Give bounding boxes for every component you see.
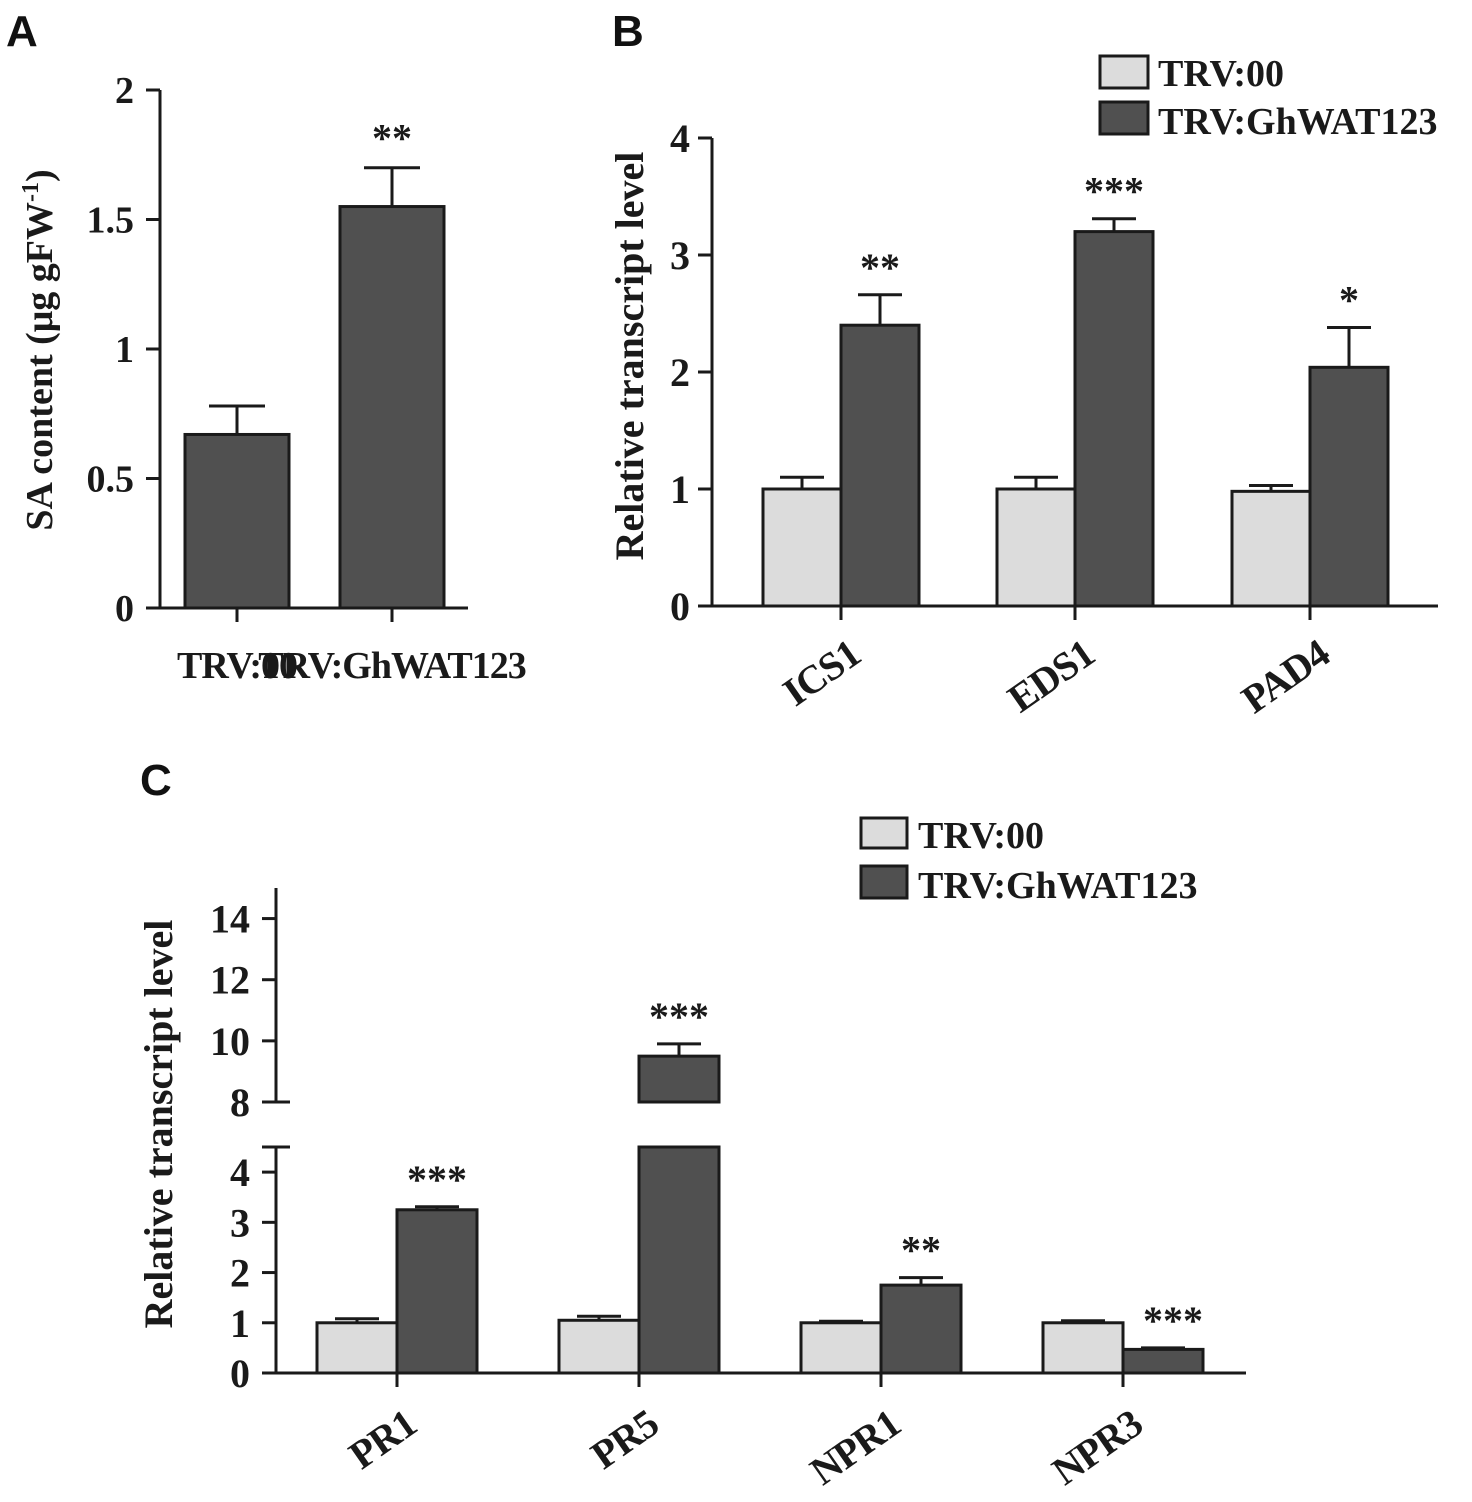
axis-break-gap	[636, 1104, 722, 1145]
significance-label: ***	[1143, 1298, 1203, 1343]
significance-label: **	[860, 245, 900, 290]
legend-swatch-control	[859, 816, 909, 850]
x-tick-label: NPR3	[1044, 1401, 1150, 1494]
error-bar	[1014, 475, 1058, 489]
significance-label: **	[372, 116, 412, 161]
y-tick-label: 10	[210, 1019, 250, 1064]
bar-trv00	[183, 432, 291, 610]
y-tick-label: 4	[670, 116, 690, 161]
panel-c-ylabel: Relative transcript level	[136, 920, 181, 1329]
panel-c-legend: TRV:00 TRV:GhWAT123	[859, 815, 1198, 907]
y-tick-label: 8	[230, 1080, 250, 1125]
panel-a: A SA content (μg gFW-1) 0 0.5 1 1.5 2 ** TRV…	[6, 7, 527, 687]
panel-b-legend: TRV:00 TRV:GhWAT123	[1098, 53, 1438, 143]
x-tick-label: PAD4	[1233, 630, 1338, 722]
bar-npr1-trv00	[799, 1321, 883, 1375]
x-tick-label: PR5	[583, 1401, 666, 1478]
bar-pad4-trv00	[1230, 489, 1312, 608]
y-tick-label: 4	[230, 1150, 250, 1195]
y-tick-label: 12	[210, 958, 250, 1003]
y-tick-label: 3	[230, 1200, 250, 1245]
bar-pr1-trv00	[315, 1321, 399, 1375]
significance-label: ***	[1084, 169, 1144, 214]
bar-pr5-trv00	[557, 1318, 641, 1375]
bar-ics1-trv00	[761, 487, 843, 608]
y-tick-label: 0	[115, 588, 134, 630]
bar-pad4-trv-ghwat123	[1308, 365, 1390, 608]
legend-label-treatment: TRV:GhWAT123	[1158, 101, 1438, 143]
y-tick-label: 2	[230, 1251, 250, 1296]
y-tick-label: 3	[670, 233, 690, 278]
bar-trv-ghwat123	[338, 205, 446, 610]
error-bar	[209, 404, 265, 435]
y-tick-label: 14	[210, 897, 250, 942]
x-tick-label: ICS1	[775, 631, 869, 715]
y-tick-label: 1.5	[87, 200, 135, 242]
y-tick-label: 1	[115, 329, 134, 371]
x-tick-label: PR1	[341, 1401, 424, 1478]
legend-label-control: TRV:00	[1158, 53, 1284, 95]
bar-pr5-trv-ghwat123-lower	[637, 1145, 721, 1375]
y-tick-label: 0	[230, 1351, 250, 1396]
legend-label-control: TRV:00	[918, 815, 1044, 857]
bar-npr3-trv-ghwat123	[1121, 1347, 1205, 1375]
x-tick-label: TRV:00	[177, 645, 297, 687]
bar-ics1-trv-ghwat123	[839, 323, 921, 608]
panel-b-label: B	[612, 7, 644, 56]
error-bar	[858, 293, 902, 326]
significance-label: ***	[407, 1157, 467, 1202]
y-tick-label: 0.5	[87, 459, 135, 501]
significance-label: *	[1339, 278, 1359, 323]
panel-a-ylabel: SA content (μg gFW-1)	[18, 169, 61, 530]
panel-c-label: C	[140, 756, 172, 805]
error-bar	[780, 475, 824, 489]
y-tick-label: 0	[670, 584, 690, 629]
bar-npr1-trv-ghwat123	[879, 1283, 963, 1375]
y-tick-label: 1	[230, 1301, 250, 1346]
bar-eds1-trv-ghwat123	[1073, 230, 1155, 608]
y-tick-label: 1	[670, 467, 690, 512]
x-tick-label: NPR1	[802, 1401, 908, 1494]
x-tick-label: TRV:GhWAT123	[258, 645, 526, 687]
legend-swatch-treatment	[859, 864, 909, 900]
y-tick-label: 2	[115, 70, 134, 112]
x-tick-label: EDS1	[1000, 631, 1103, 722]
error-bar	[1092, 217, 1136, 232]
bar-eds1-trv00	[995, 487, 1077, 608]
legend-swatch-treatment	[1098, 100, 1150, 136]
y-tick-label: 2	[670, 350, 690, 395]
error-bar	[364, 166, 420, 207]
error-bar	[657, 1042, 701, 1057]
panel-a-label: A	[6, 7, 38, 56]
panel-b-ylabel: Relative transcript level	[607, 152, 652, 561]
bar-pr1-trv-ghwat123	[395, 1208, 479, 1375]
significance-label: **	[901, 1228, 941, 1273]
significance-label: ***	[649, 994, 709, 1039]
bar-npr3-trv00	[1041, 1321, 1125, 1375]
legend-swatch-control	[1098, 54, 1150, 90]
panel-c: C Relative transcript level 012348101214…	[136, 756, 1246, 1494]
error-bar	[1327, 326, 1371, 368]
bar-pr5-trv-ghwat123-upper	[637, 1054, 721, 1104]
legend-label-treatment: TRV:GhWAT123	[918, 865, 1198, 907]
